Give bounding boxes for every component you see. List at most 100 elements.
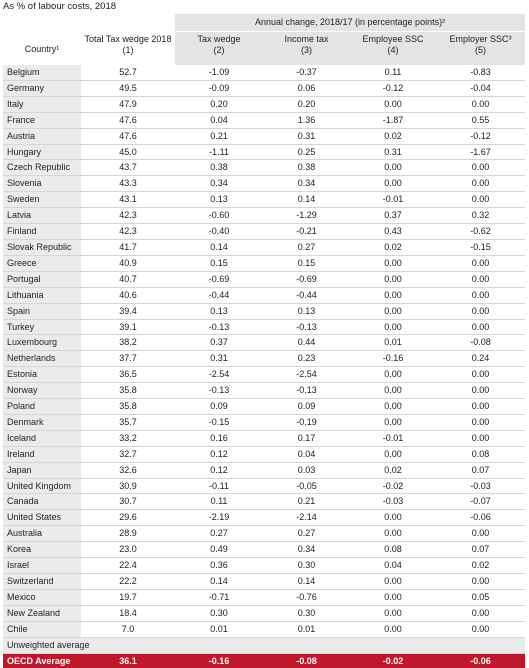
value-cell: -0.60: [175, 207, 263, 225]
table-row: Portugal 40.7 -0.69 -0.69 0.00 0.00: [3, 271, 526, 288]
value-cell: -0.13: [175, 382, 263, 400]
value-cell: 0.02: [350, 239, 436, 256]
country: Korea: [3, 541, 81, 559]
table-body: Annual change, 2018/17 (in percentage po…: [3, 14, 526, 668]
value-cell: 0.03: [263, 462, 350, 479]
value-cell: -0.83: [436, 65, 526, 81]
country: Norway: [3, 382, 81, 400]
value-cell: -0.08: [436, 334, 526, 352]
column-label: Employee SSC: [362, 34, 424, 44]
value-cell: 0.04: [350, 557, 436, 574]
average-value: -0.08: [263, 653, 350, 668]
value-cell: 0.00: [436, 287, 526, 304]
country: Portugal: [3, 271, 81, 288]
value-cell: 32.7: [81, 446, 175, 463]
value-cell: 0.00: [436, 573, 526, 590]
value-cell: -0.37: [263, 65, 350, 81]
value-cell: 19.7: [81, 589, 175, 606]
table-row: Korea 23.0 0.49 0.34 0.08 0.07: [3, 541, 526, 559]
average-value: -0.16: [175, 653, 263, 668]
value-cell: 0.01: [350, 334, 436, 352]
value-cell: -0.12: [436, 128, 526, 145]
column-header: Tax wedge (2): [175, 31, 263, 65]
value-cell: 0.00: [436, 430, 526, 447]
value-cell: 0.00: [350, 414, 436, 431]
value-cell: -0.69: [263, 271, 350, 288]
value-cell: 0.44: [263, 334, 350, 352]
value-cell: 0.02: [350, 128, 436, 145]
value-cell: 47.6: [81, 112, 175, 129]
average-label: OECD Average: [3, 653, 81, 668]
table-row: Sweden 43.1 0.13 0.14 -0.01 0.00: [3, 191, 526, 209]
country: Lithuania: [3, 287, 81, 304]
value-cell: 0.02: [436, 557, 526, 574]
value-cell: 0.31: [175, 350, 263, 368]
value-cell: 0.00: [436, 271, 526, 288]
value-cell: 0.34: [263, 541, 350, 559]
country: Hungary: [3, 144, 81, 161]
value-cell: -0.05: [263, 478, 350, 495]
value-cell: 0.38: [175, 159, 263, 177]
value-cell: 0.34: [175, 175, 263, 193]
value-cell: 0.30: [263, 605, 350, 622]
value-cell: 0.00: [350, 446, 436, 463]
value-cell: -0.02: [350, 478, 436, 495]
value-cell: 0.38: [263, 159, 350, 177]
country: France: [3, 112, 81, 129]
value-cell: 0.00: [436, 398, 526, 415]
section-row: Unweighted average: [3, 637, 526, 654]
value-cell: 0.15: [175, 255, 263, 272]
value-cell: 43.3: [81, 175, 175, 193]
value-cell: 0.13: [175, 191, 263, 209]
value-cell: 0.14: [263, 573, 350, 590]
value-cell: 0.06: [263, 80, 350, 97]
table-row: Spain 39.4 0.13 0.13 0.00 0.00: [3, 303, 526, 320]
country: Iceland: [3, 430, 81, 447]
value-cell: -0.09: [175, 80, 263, 97]
value-cell: -0.06: [436, 509, 526, 527]
table-row: Denmark 35.7 -0.15 -0.19 0.00 0.00: [3, 414, 526, 431]
value-cell: 33.2: [81, 430, 175, 447]
value-cell: 0.16: [175, 430, 263, 447]
value-cell: 32.6: [81, 462, 175, 479]
blank: [3, 14, 81, 32]
country: Mexico: [3, 589, 81, 606]
value-cell: 0.21: [263, 493, 350, 511]
table-row: Estonia 36.5 -2.54 -2.54 0.00 0.00: [3, 366, 526, 384]
average-value: -0.02: [350, 653, 436, 668]
table-row: Canada 30.7 0.11 0.21 -0.03 -0.07: [3, 493, 526, 511]
value-cell: 0.30: [263, 557, 350, 574]
column-header: Employer SSC³ (5): [436, 31, 526, 65]
value-cell: 29.6: [81, 509, 175, 527]
value-cell: 0.01: [175, 621, 263, 638]
value-cell: 36.5: [81, 366, 175, 384]
value-cell: -0.44: [263, 287, 350, 304]
country: Denmark: [3, 414, 81, 431]
value-cell: 0.00: [436, 621, 526, 638]
value-cell: 0.25: [263, 144, 350, 161]
value-cell: 38.2: [81, 334, 175, 352]
value-cell: -1.29: [263, 207, 350, 225]
value-cell: 0.13: [263, 303, 350, 320]
blank: [81, 14, 175, 32]
value-cell: -0.16: [350, 350, 436, 368]
table-row: Poland 35.8 0.09 0.09 0.00 0.00: [3, 398, 526, 415]
value-cell: 0.24: [436, 350, 526, 368]
value-cell: 0.00: [436, 366, 526, 384]
country: Czech Republic: [3, 159, 81, 177]
value-cell: 0.08: [350, 541, 436, 559]
country: Poland: [3, 398, 81, 415]
table-row: United States 29.6 -2.19 -2.14 0.00 -0.06: [3, 509, 526, 527]
value-cell: -0.13: [263, 382, 350, 400]
country: Slovak Republic: [3, 239, 81, 256]
value-cell: 0.00: [350, 175, 436, 193]
value-cell: 0.00: [350, 319, 436, 336]
value-cell: -0.15: [436, 239, 526, 256]
value-cell: -1.11: [175, 144, 263, 161]
table-row: Mexico 19.7 -0.71 -0.76 0.00 0.05: [3, 589, 526, 606]
value-cell: 22.2: [81, 573, 175, 590]
value-cell: 45.0: [81, 144, 175, 161]
value-cell: 0.15: [263, 255, 350, 272]
country: Slovenia: [3, 175, 81, 193]
table-row: Latvia 42.3 -0.60 -1.29 0.37 0.32: [3, 207, 526, 225]
